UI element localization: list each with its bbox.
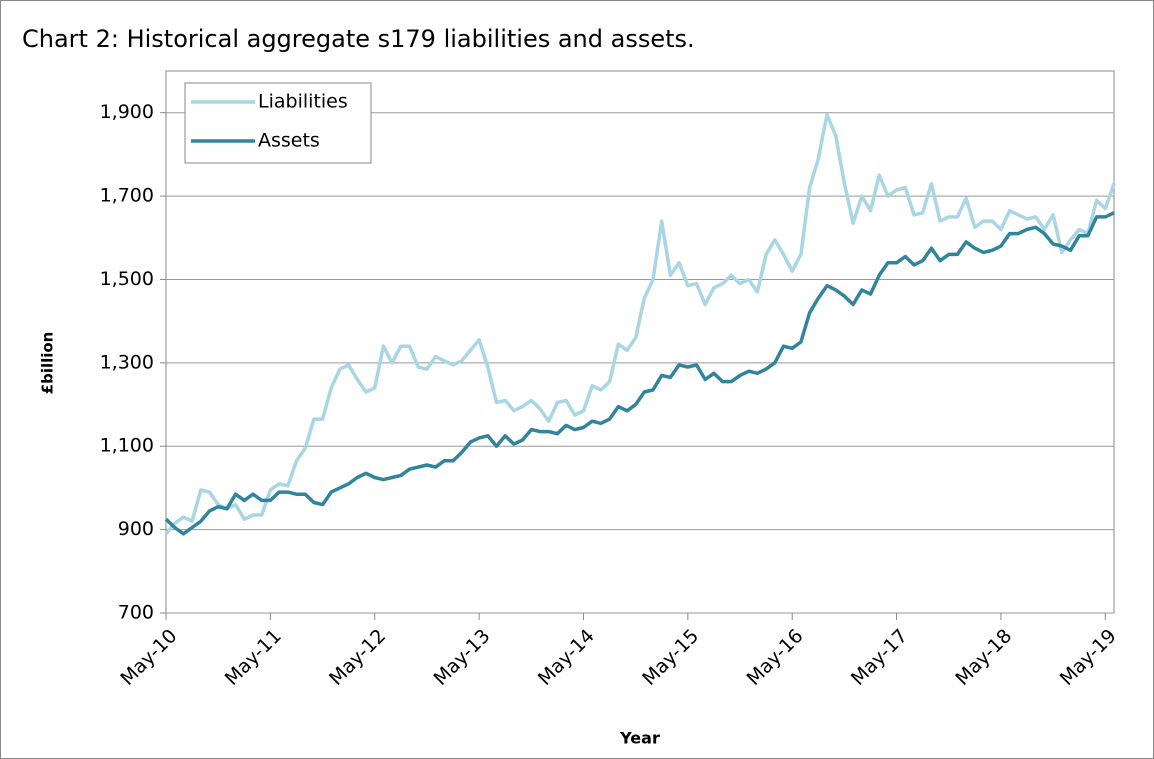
y-tick-label: 1,100 bbox=[100, 435, 154, 457]
legend-box bbox=[184, 82, 372, 164]
y-axis-label: £billion bbox=[39, 332, 57, 395]
y-tick-label: 1,300 bbox=[100, 351, 154, 373]
legend-label: Assets bbox=[258, 130, 320, 152]
series-line bbox=[164, 113, 1116, 535]
y-tick-label: 1,900 bbox=[100, 101, 154, 123]
y-tick-label: 1,500 bbox=[100, 268, 154, 290]
y-tick-label: 900 bbox=[118, 518, 154, 540]
chart-title: Chart 2: Historical aggregate s179 liabi… bbox=[22, 25, 695, 53]
y-tick-label: 700 bbox=[118, 602, 154, 624]
x-axis-label: Year bbox=[619, 729, 660, 748]
y-tick-label: 1,700 bbox=[100, 185, 154, 207]
legend-label: Liabilities bbox=[258, 91, 348, 113]
series-line bbox=[164, 211, 1115, 536]
